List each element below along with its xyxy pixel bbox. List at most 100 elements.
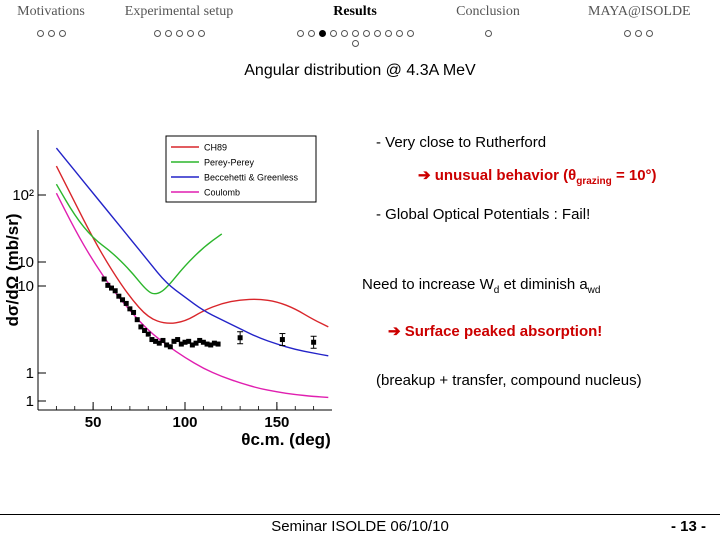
x-tick-label: 150 <box>264 414 289 431</box>
bullet-surface-text: Surface peaked absorption! <box>404 323 603 340</box>
y-tick-label: 10 <box>17 278 34 295</box>
nav-dot[interactable] <box>351 40 359 48</box>
nav-dot[interactable] <box>318 30 326 38</box>
section-navigation: Motivations Experimental setup Results Conc… <box>0 0 720 48</box>
legend-label: Perey-Perey <box>204 158 255 168</box>
bullet-rutherford: - Very close to Rutherford <box>376 134 546 151</box>
series-line-beccehetti-greenless <box>55 147 329 357</box>
nav-dot[interactable] <box>58 30 66 38</box>
data-point <box>197 337 203 343</box>
data-point <box>127 306 133 312</box>
legend-label: CH89 <box>204 143 227 153</box>
nav-dot[interactable] <box>36 30 44 38</box>
nav-section-label: Experimental setup <box>124 4 234 19</box>
data-point <box>204 341 210 347</box>
nav-dot[interactable] <box>395 30 403 38</box>
nav-dot[interactable] <box>362 30 370 38</box>
data-point <box>186 338 192 344</box>
y-axis-label: dσ/dΩ (mb/sr) <box>3 213 22 326</box>
awd-subscript: wd <box>587 285 601 296</box>
data-point <box>211 340 217 346</box>
nav-dot[interactable] <box>186 30 194 38</box>
bullet-wd-mid: et diminish a <box>499 276 588 293</box>
bullet-increase-wd: Need to increase Wd et diminish awd <box>362 276 600 296</box>
nav-dots <box>456 29 520 39</box>
bullet-unusual-behavior: ➔ unusual behavior (θgrazing = 10°) <box>418 166 657 187</box>
data-point <box>193 340 199 346</box>
nav-dot[interactable] <box>153 30 161 38</box>
x-tick-label: 50 <box>85 414 102 431</box>
data-point <box>120 297 126 303</box>
grazing-subscript: grazing <box>576 176 612 187</box>
slide-title: Angular distribution @ 4.3A MeV <box>0 62 720 80</box>
nav-dots <box>290 29 420 48</box>
nav-dot[interactable] <box>307 30 315 38</box>
y-tick-label: 10² <box>12 187 34 204</box>
data-point <box>145 331 151 337</box>
page-number-text: - 13 - <box>670 518 706 535</box>
slide-title-text: Angular distribution @ 4.3A MeV <box>244 62 476 79</box>
nav-dot[interactable] <box>175 30 183 38</box>
bullet-optical-potentials: - Global Optical Potentials : Fail! <box>376 206 590 223</box>
nav-section-motivations[interactable]: Motivations <box>6 4 96 39</box>
y-tick-label: 1 <box>26 365 34 382</box>
nav-section-label: Motivations <box>17 4 85 19</box>
data-point <box>171 338 177 344</box>
footer-divider <box>0 514 720 515</box>
data-point <box>175 337 181 343</box>
bullet-unusual-text: unusual behavior (θ <box>434 167 577 184</box>
nav-dot[interactable] <box>645 30 653 38</box>
data-point <box>116 293 122 299</box>
nav-dot[interactable] <box>329 30 337 38</box>
data-point <box>164 342 170 348</box>
nav-dot[interactable] <box>406 30 414 38</box>
nav-dot[interactable] <box>296 30 304 38</box>
data-point <box>182 339 188 345</box>
page-number: - 13 - <box>671 518 706 535</box>
data-point <box>142 328 148 334</box>
data-point <box>208 342 214 348</box>
nav-dot[interactable] <box>634 30 642 38</box>
data-point <box>189 342 195 348</box>
bullet-wd-pre: Need to increase W <box>362 276 494 293</box>
nav-dot[interactable] <box>623 30 631 38</box>
data-point <box>112 288 118 294</box>
nav-section-conclusion[interactable]: Conclusion <box>456 4 520 39</box>
y-tick-label: 1 <box>26 393 34 410</box>
nav-dot[interactable] <box>47 30 55 38</box>
legend-label: Beccehetti & Greenless <box>204 173 299 183</box>
data-point <box>101 276 107 282</box>
nav-dot[interactable] <box>197 30 205 38</box>
y-tick-label: 10 <box>17 254 34 271</box>
nav-dots <box>124 29 234 39</box>
nav-dot[interactable] <box>373 30 381 38</box>
bullet-surface-absorption: ➔ Surface peaked absorption! <box>388 322 602 340</box>
nav-dot[interactable] <box>340 30 348 38</box>
nav-dot[interactable] <box>164 30 172 38</box>
bullet-rutherford-text: - Very close to Rutherford <box>376 134 547 151</box>
nav-dots <box>588 29 688 39</box>
nav-dot[interactable] <box>351 30 359 38</box>
data-point <box>156 340 162 346</box>
data-point <box>200 339 206 345</box>
bullet-unusual-end: = 10°) <box>611 167 657 184</box>
nav-section-results[interactable]: Results <box>290 4 420 48</box>
x-tick-label: 100 <box>172 414 197 431</box>
data-point <box>167 344 173 350</box>
data-point <box>131 309 137 315</box>
nav-section-label: Results <box>333 4 377 19</box>
nav-section-experimental-setup[interactable]: Experimental setup <box>124 4 234 39</box>
data-point <box>105 282 111 288</box>
data-point <box>215 341 221 347</box>
data-point <box>149 337 155 343</box>
nav-dot[interactable] <box>384 30 392 38</box>
bullet-breakup: (breakup + transfer, compound nucleus) <box>376 372 642 389</box>
nav-section-maya-isolde[interactable]: MAYA@ISOLDE <box>588 4 691 39</box>
nav-dots <box>6 29 96 39</box>
footer-seminar-text: Seminar ISOLDE 06/10/10 <box>271 518 449 535</box>
bullet-breakup-text: (breakup + transfer, compound nucleus) <box>376 372 642 389</box>
series-line-coulomb <box>55 192 329 399</box>
footer-seminar: Seminar ISOLDE 06/10/10 <box>0 518 720 535</box>
data-point <box>178 341 184 347</box>
nav-dot[interactable] <box>484 30 492 38</box>
